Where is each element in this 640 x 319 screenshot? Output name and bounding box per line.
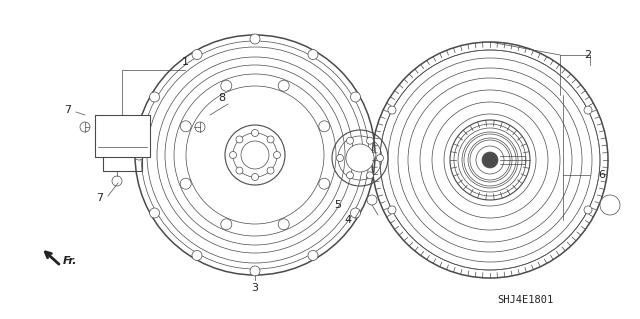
Circle shape (367, 137, 374, 144)
Circle shape (221, 80, 232, 91)
Circle shape (278, 80, 289, 91)
Text: 7: 7 (65, 105, 72, 115)
Circle shape (367, 172, 374, 179)
Circle shape (112, 176, 122, 186)
Text: 7: 7 (97, 193, 104, 203)
Text: 3: 3 (252, 283, 259, 293)
Circle shape (482, 152, 498, 168)
Bar (95, 115, 150, 157)
Circle shape (252, 130, 259, 137)
Text: 1: 1 (182, 57, 189, 67)
Circle shape (319, 121, 330, 132)
Circle shape (319, 178, 330, 189)
Circle shape (267, 136, 274, 143)
Circle shape (351, 92, 360, 102)
Circle shape (346, 144, 374, 172)
Circle shape (195, 122, 205, 132)
Circle shape (388, 206, 396, 214)
Circle shape (150, 208, 159, 218)
Circle shape (134, 150, 144, 160)
Text: 2: 2 (584, 50, 591, 60)
Circle shape (230, 152, 237, 159)
Text: Fr.: Fr. (63, 256, 77, 266)
Circle shape (308, 49, 318, 60)
Circle shape (377, 47, 603, 273)
Circle shape (584, 106, 592, 114)
Text: 8: 8 (218, 93, 225, 103)
Circle shape (346, 137, 353, 144)
Text: SHJ4E1801: SHJ4E1801 (497, 295, 553, 305)
Circle shape (192, 250, 202, 260)
Text: 5: 5 (335, 200, 342, 210)
Circle shape (236, 136, 243, 143)
Circle shape (80, 122, 90, 132)
Circle shape (180, 121, 191, 132)
Circle shape (346, 172, 353, 179)
Circle shape (388, 106, 396, 114)
Circle shape (584, 206, 592, 214)
Circle shape (267, 167, 274, 174)
Circle shape (278, 219, 289, 230)
Circle shape (250, 266, 260, 276)
Circle shape (250, 34, 260, 44)
Circle shape (351, 208, 360, 218)
Text: 6: 6 (598, 170, 605, 180)
Circle shape (150, 92, 159, 102)
Circle shape (376, 154, 383, 161)
Text: 4: 4 (344, 215, 351, 225)
Circle shape (366, 150, 376, 160)
Circle shape (252, 174, 259, 181)
Circle shape (273, 152, 280, 159)
Circle shape (221, 219, 232, 230)
Circle shape (180, 178, 191, 189)
Circle shape (308, 250, 318, 260)
Circle shape (600, 195, 620, 215)
Circle shape (236, 167, 243, 174)
Circle shape (337, 154, 344, 161)
Circle shape (192, 49, 202, 60)
Circle shape (367, 195, 377, 205)
